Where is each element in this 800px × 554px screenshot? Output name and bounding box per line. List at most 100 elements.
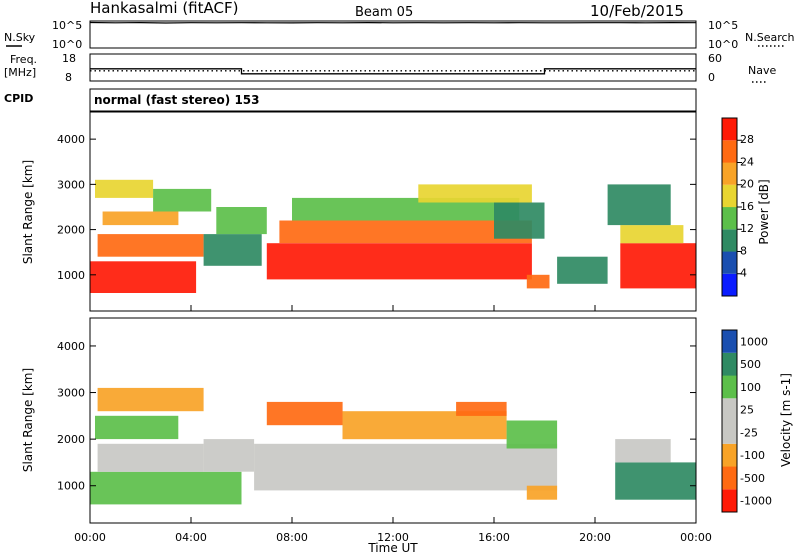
y-tick-label: 4000 <box>57 340 85 353</box>
data-region-4 <box>203 439 255 472</box>
velocity-colorbar: 1000 500 100 25 -25 -100 -500 -1000 <box>721 329 772 513</box>
nsky-tick-bottom-left: 10^0 <box>52 38 82 51</box>
cpid-mode-text: normal (fast stereo) 153 <box>94 93 260 107</box>
data-region-8 <box>456 401 507 416</box>
data-region-11 <box>615 462 696 500</box>
freq-unit-label: [MHz] <box>4 66 36 79</box>
data-region-2 <box>95 415 179 440</box>
velocity-colorbar-tick-label: -500 <box>740 472 765 485</box>
data-region-10 <box>526 485 558 500</box>
freq-tick-top: 18 <box>62 52 76 65</box>
power-colorbar-swatch <box>722 140 737 163</box>
y-tick-label: 3000 <box>57 387 85 400</box>
power-data-cells <box>90 179 697 293</box>
nsky-label: N.Sky <box>4 31 36 44</box>
power-y-axis: 1000 2000 3000 4000 <box>57 133 696 282</box>
data-region-16 <box>607 184 671 226</box>
power-colorbar-tick-label: 16 <box>740 200 754 213</box>
freq-series-line <box>90 68 696 75</box>
data-region-8 <box>279 220 532 244</box>
velocity-x-axis: 00:00 04:00 08:00 12:00 16:00 20:00 00:00 <box>74 517 712 544</box>
power-x-axis <box>89 305 697 311</box>
nave-tick-top: 60 <box>708 52 722 65</box>
power-colorbar-label: Power [dB] <box>757 179 771 244</box>
x-tick-label: 00:00 <box>74 531 106 544</box>
data-region-1 <box>97 443 204 472</box>
velocity-colorbar-tick-label: -100 <box>740 449 765 462</box>
nsearch-label: N.Search <box>745 31 795 44</box>
nave-tick-bottom: 0 <box>708 71 715 84</box>
x-tick-label: 08:00 <box>276 531 308 544</box>
data-region-15 <box>620 225 684 244</box>
nave-label: Nave <box>748 64 776 77</box>
x-tick-label: 00:00 <box>680 531 712 544</box>
freq-label: Freq. <box>10 53 37 66</box>
y-tick-label: 2000 <box>57 433 85 446</box>
data-region-2 <box>102 211 179 226</box>
data-region-12 <box>615 439 671 463</box>
power-panel: 1000 2000 3000 4000 Slant Range [km] <box>21 111 697 312</box>
x-tick-label: 20:00 <box>579 531 611 544</box>
velocity-colorbar-tick-label: 25 <box>740 404 754 417</box>
nsearch-tick-top-right: 10^5 <box>708 19 738 32</box>
power-colorbar-swatch <box>722 184 737 208</box>
data-region-5 <box>254 443 558 491</box>
power-colorbar-swatch <box>722 251 737 274</box>
data-region-10 <box>418 184 532 203</box>
y-tick-label: 1000 <box>57 269 85 282</box>
freq-tick-bottom: 8 <box>65 71 72 84</box>
velocity-colorbar-swatch <box>722 489 737 513</box>
data-region-13 <box>557 256 608 284</box>
power-colorbar-swatch <box>722 273 737 297</box>
data-region-4 <box>153 188 212 212</box>
data-region-14 <box>620 243 697 289</box>
x-tick-label: 16:00 <box>478 531 510 544</box>
data-region-6 <box>216 207 267 235</box>
power-colorbar-swatch <box>722 207 737 230</box>
velocity-colorbar-swatch <box>722 443 737 467</box>
power-colorbar-tick-label: 12 <box>740 222 754 235</box>
data-region-9 <box>506 420 558 449</box>
velocity-panel: 1000 2000 3000 4000 00:00 04:00 08:00 12:00 16:… <box>21 317 712 544</box>
velocity-colorbar-tick-label: -25 <box>740 426 758 439</box>
velocity-colorbar-tick-label: 100 <box>740 381 761 394</box>
power-colorbar-swatch <box>722 162 737 185</box>
beam-title: Beam 05 <box>355 5 413 20</box>
velocity-y-axis-label: Slant Range [km] <box>21 368 35 472</box>
power-colorbar-tick-label: 20 <box>740 178 754 191</box>
velocity-colorbar-swatch <box>722 330 737 353</box>
data-region-3 <box>95 179 154 198</box>
data-region-1 <box>97 234 204 257</box>
data-region-12 <box>526 274 550 289</box>
velocity-colorbar-label: Velocity [m s-1] <box>779 373 793 467</box>
data-region-3 <box>97 387 204 412</box>
time-axis-label: Time UT <box>367 541 418 554</box>
nsky-tick-top-left: 10^5 <box>52 19 82 32</box>
power-colorbar-swatch <box>722 118 737 141</box>
velocity-colorbar-swatch <box>722 375 737 399</box>
velocity-colorbar-swatch <box>722 421 737 444</box>
station-title: Hankasalmi (fitACF) <box>90 0 238 17</box>
velocity-colorbar-swatch <box>722 398 737 422</box>
power-colorbar-tick-label: 4 <box>740 267 747 280</box>
velocity-colorbar-swatch <box>722 466 737 490</box>
nsky-panel-frame <box>89 20 697 49</box>
cpid-panel-frame <box>89 88 697 112</box>
power-colorbar-tick-label: 28 <box>740 133 754 146</box>
velocity-colorbar-tick-label: -1000 <box>740 495 772 508</box>
y-tick-label: 4000 <box>57 133 85 146</box>
x-tick-label: 12:00 <box>377 531 409 544</box>
velocity-colorbar-frame <box>721 329 738 513</box>
date-title: 10/Feb/2015 <box>590 2 684 20</box>
data-region-6 <box>266 401 343 426</box>
data-region-0 <box>90 261 197 293</box>
power-colorbar: 28 24 20 16 12 8 4 <box>721 117 754 297</box>
velocity-colorbar-tick-label: 1000 <box>740 335 768 348</box>
data-region-0 <box>90 471 242 505</box>
data-region-7 <box>266 243 532 280</box>
y-tick-label: 1000 <box>57 480 85 493</box>
data-region-5 <box>203 234 262 266</box>
velocity-data-cells <box>90 387 696 505</box>
power-colorbar-tick-label: 24 <box>740 155 754 168</box>
y-tick-label: 3000 <box>57 178 85 191</box>
